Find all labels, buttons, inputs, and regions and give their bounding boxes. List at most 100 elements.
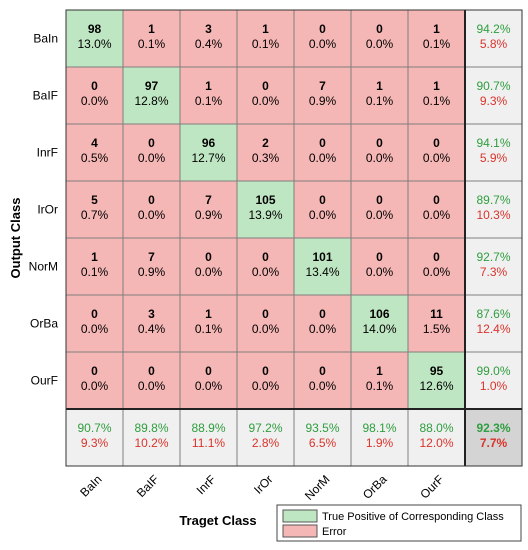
cell-percent-label: 0.1% — [252, 37, 280, 51]
matrix-cell — [236, 351, 295, 410]
cell-count-label: 1 — [205, 79, 212, 93]
matrix-cell — [407, 351, 466, 410]
matrix-cell — [65, 180, 124, 239]
col-summary-cell — [179, 408, 238, 467]
matrix-cell — [65, 294, 124, 353]
cell-percent-label: 0.0% — [138, 208, 166, 222]
matrix-cell — [122, 123, 181, 182]
cell-count-label: 0 — [376, 22, 383, 36]
col-summary-error-label: 1.9% — [366, 436, 394, 450]
col-tick-label: BaIn — [77, 472, 104, 499]
cell-count-label: 0 — [91, 79, 98, 93]
cell-count-label: 1 — [376, 79, 383, 93]
matrix-cell — [293, 123, 352, 182]
cell-percent-label: 12.7% — [191, 151, 225, 165]
cell-percent-label: 14.0% — [362, 322, 396, 336]
col-summary-correct-label: 89.8% — [134, 421, 168, 435]
cell-count-label: 1 — [205, 307, 212, 321]
matrix-cell — [122, 294, 181, 353]
matrix-cell — [236, 180, 295, 239]
cell-count-label: 0 — [262, 250, 269, 264]
row-summary-correct-label: 94.1% — [476, 136, 510, 150]
cell-count-label: 95 — [430, 364, 444, 378]
cell-percent-label: 13.0% — [77, 37, 111, 51]
row-summary-error-label: 1.0% — [480, 379, 508, 393]
cell-count-label: 0 — [319, 193, 326, 207]
matrix-cell — [65, 237, 124, 296]
matrix-border — [65, 9, 523, 467]
legend-swatch — [282, 524, 318, 538]
cell-count-label: 1 — [376, 364, 383, 378]
matrix-cell — [236, 294, 295, 353]
col-summary-error-label: 12.0% — [419, 436, 453, 450]
matrix-cell — [179, 66, 238, 125]
matrix-cell — [350, 351, 409, 410]
cell-count-label: 0 — [205, 364, 212, 378]
cell-percent-label: 0.0% — [309, 151, 337, 165]
overall-error-label: 7.7% — [480, 436, 508, 450]
cell-percent-label: 0.0% — [81, 94, 109, 108]
matrix-cell — [350, 9, 409, 68]
legend-swatch — [282, 509, 318, 523]
cell-count-label: 0 — [205, 250, 212, 264]
col-summary-cell — [293, 408, 352, 467]
cell-percent-label: 0.9% — [195, 208, 223, 222]
row-tick-label: BaIn — [33, 32, 58, 46]
cell-percent-label: 0.1% — [366, 379, 394, 393]
cell-percent-label: 0.0% — [252, 94, 280, 108]
row-summary-cell — [464, 9, 523, 68]
cell-percent-label: 0.0% — [366, 265, 394, 279]
row-tick-label: OurF — [31, 374, 58, 388]
cell-count-label: 7 — [205, 193, 212, 207]
col-summary-error-label: 9.3% — [81, 436, 109, 450]
cell-count-label: 105 — [255, 193, 275, 207]
cell-count-label: 0 — [433, 136, 440, 150]
cell-percent-label: 0.9% — [138, 265, 166, 279]
cell-count-label: 101 — [312, 250, 332, 264]
col-summary-error-label: 2.8% — [252, 436, 280, 450]
cell-count-label: 106 — [369, 307, 389, 321]
row-summary-correct-label: 94.2% — [476, 22, 510, 36]
cell-count-label: 0 — [376, 193, 383, 207]
row-summary-error-label: 12.4% — [476, 322, 510, 336]
cell-percent-label: 0.1% — [423, 94, 451, 108]
legend-label: True Positive of Corresponding Class — [322, 511, 504, 523]
cell-percent-label: 0.0% — [309, 37, 337, 51]
row-summary-error-label: 5.8% — [480, 37, 508, 51]
col-summary-correct-label: 88.9% — [191, 421, 225, 435]
row-tick-label: InrF — [37, 146, 58, 160]
cell-count-label: 0 — [376, 250, 383, 264]
cell-percent-label: 0.0% — [81, 322, 109, 336]
cell-percent-label: 0.0% — [138, 151, 166, 165]
row-summary-cell — [464, 351, 523, 410]
matrix-cell — [407, 294, 466, 353]
cell-count-label: 98 — [88, 22, 102, 36]
matrix-cell — [407, 66, 466, 125]
cell-count-label: 0 — [433, 193, 440, 207]
cell-count-label: 5 — [91, 193, 98, 207]
matrix-cell — [293, 66, 352, 125]
matrix-cell — [65, 351, 124, 410]
cell-count-label: 2 — [262, 136, 269, 150]
cell-percent-label: 0.0% — [195, 265, 223, 279]
cell-percent-label: 0.0% — [423, 265, 451, 279]
cell-count-label: 97 — [145, 79, 159, 93]
cell-count-label: 0 — [319, 136, 326, 150]
cell-percent-label: 0.1% — [195, 322, 223, 336]
cell-percent-label: 0.1% — [366, 94, 394, 108]
row-summary-error-label: 7.3% — [480, 265, 508, 279]
cell-percent-label: 0.0% — [366, 151, 394, 165]
col-summary-correct-label: 93.5% — [305, 421, 339, 435]
matrix-cell — [350, 123, 409, 182]
cell-percent-label: 0.4% — [195, 37, 223, 51]
row-summary-error-label: 9.3% — [480, 94, 508, 108]
matrix-cell — [293, 351, 352, 410]
cell-percent-label: 12.6% — [419, 379, 453, 393]
cell-count-label: 0 — [433, 250, 440, 264]
cell-percent-label: 0.1% — [195, 94, 223, 108]
row-summary-correct-label: 90.7% — [476, 79, 510, 93]
cell-percent-label: 0.0% — [252, 322, 280, 336]
cell-count-label: 0 — [148, 364, 155, 378]
overall-correct-label: 92.3% — [476, 421, 510, 435]
